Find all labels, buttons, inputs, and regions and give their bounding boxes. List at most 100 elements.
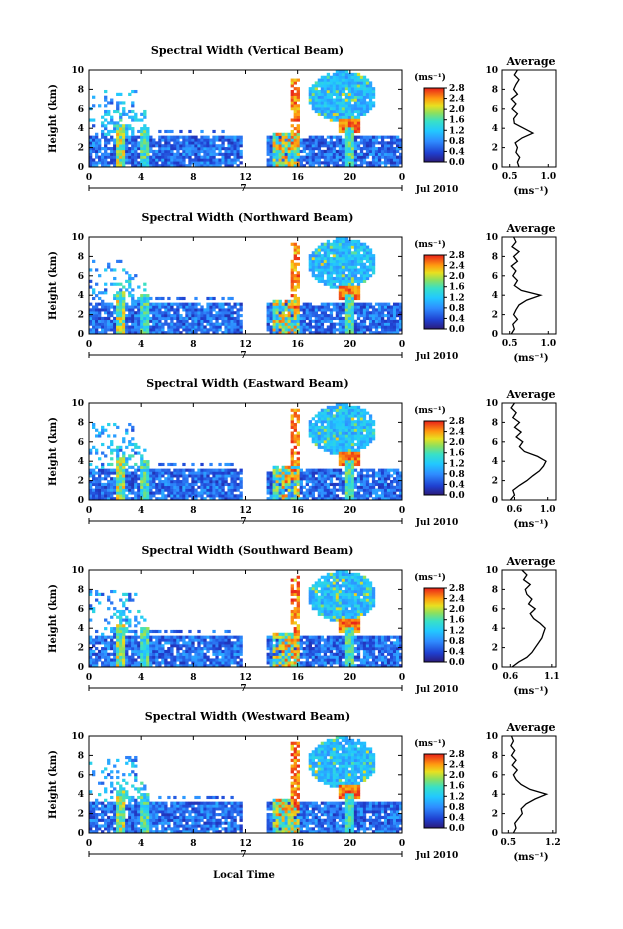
heatmap-cell (95, 471, 99, 475)
heatmap-cell (92, 104, 96, 108)
heatmap-cell (290, 259, 294, 263)
heatmap-cell (131, 331, 135, 335)
heatmap-cell (158, 155, 162, 159)
heatmap-cell (125, 592, 129, 596)
heatmap-cell (107, 101, 111, 105)
heatmap-cell (143, 311, 147, 315)
heatmap-cell (161, 331, 165, 335)
heatmap-cell (284, 164, 288, 168)
heatmap-cell (320, 265, 325, 269)
heatmap-cell (161, 488, 165, 492)
heatmap-cell (143, 618, 147, 622)
heatmap-cell (89, 474, 93, 478)
heatmap-cell (332, 485, 337, 489)
heatmap-cell (275, 135, 279, 139)
heatmap-cell (371, 305, 376, 309)
heatmap-cell (308, 161, 313, 165)
heatmap-cell (92, 652, 96, 656)
heatmap-cell (140, 462, 144, 467)
heatmap-cell (119, 161, 123, 165)
heatmap-cell (128, 609, 132, 614)
heatmap-cell (137, 325, 141, 329)
heatmap-cell (380, 488, 385, 492)
heatmap-cell (113, 434, 117, 438)
heatmap-cell (140, 152, 144, 156)
heatmap-cell (119, 135, 123, 139)
heatmap-cell (338, 322, 343, 326)
heatmap-cell (173, 471, 177, 475)
profile-y-tick-label: 0 (492, 330, 498, 340)
heatmap-cell (128, 647, 132, 651)
heatmap-cell (104, 454, 108, 458)
heatmap-cell (116, 152, 120, 156)
heatmap-cell (185, 155, 189, 159)
heatmap-cell (92, 664, 96, 668)
heatmap-cell (191, 302, 195, 306)
heatmap-cell (374, 319, 379, 323)
heatmap-cell (89, 638, 93, 642)
heatmap-cell (338, 127, 343, 131)
heatmap-cell (116, 141, 120, 145)
heatmap-cell (182, 149, 186, 154)
heatmap-cell (380, 144, 385, 148)
heatmap-cell (311, 474, 316, 478)
heatmap-cell (305, 325, 309, 329)
heatmap-cell (320, 104, 325, 108)
heatmap-cell (95, 494, 99, 498)
heatmap-cell (341, 442, 346, 447)
heatmap-cell (167, 158, 171, 162)
heatmap-cell (359, 414, 364, 418)
heatmap-cell (320, 107, 325, 111)
heatmap-cell (344, 95, 349, 99)
heatmap-cell (323, 417, 328, 421)
heatmap-cell (269, 491, 273, 495)
heatmap-cell (365, 437, 370, 441)
heatmap-cell (338, 112, 343, 116)
heatmap-cell (341, 276, 346, 281)
heatmap-cell (89, 279, 93, 283)
heatmap-cell (362, 417, 367, 421)
heatmap-cell (293, 101, 297, 105)
heatmap-cell (206, 471, 210, 475)
heatmap-cell (290, 471, 294, 475)
heatmap-cell (293, 251, 297, 255)
heatmap-cell (332, 112, 337, 116)
heatmap-cell (98, 457, 102, 461)
heatmap-cell (239, 328, 243, 332)
heatmap-cell (350, 158, 355, 162)
heatmap-cell (329, 411, 334, 415)
heatmap-cell (314, 331, 319, 335)
heatmap-cell (125, 477, 129, 481)
heatmap-cell (89, 451, 93, 455)
heatmap-cell (353, 325, 358, 329)
heatmap-cell (236, 314, 240, 318)
heatmap-cell (92, 316, 96, 321)
heatmap-cell (296, 112, 300, 116)
colorbar-tick-label: 1.2 (449, 293, 465, 303)
heatmap-cell (347, 279, 352, 283)
heatmap-cell (203, 155, 207, 159)
heatmap-cell (275, 164, 279, 168)
heatmap-cell (326, 319, 331, 323)
heatmap-cell (101, 632, 105, 636)
heatmap-cell (329, 276, 334, 281)
heatmap-cell (353, 491, 358, 495)
heatmap-cell (359, 328, 364, 332)
y-tick-label: 0 (78, 496, 84, 506)
heatmap-cell (227, 302, 231, 306)
heatmap-cell (344, 98, 349, 102)
heatmap-cell (176, 641, 180, 645)
heatmap-cell (155, 331, 159, 335)
heatmap-cell (161, 155, 165, 159)
heatmap-cell (188, 147, 192, 151)
heatmap-cell (173, 655, 177, 659)
heatmap-cell (122, 316, 126, 321)
heatmap-cell (95, 141, 99, 145)
heatmap-cell (350, 245, 355, 249)
y-tick-label: 10 (71, 399, 84, 409)
heatmap-cell (209, 152, 213, 156)
heatmap-cell (110, 589, 114, 594)
heatmap-cell (221, 494, 225, 498)
heatmap-cell (365, 248, 370, 252)
heatmap-cell (332, 98, 337, 102)
